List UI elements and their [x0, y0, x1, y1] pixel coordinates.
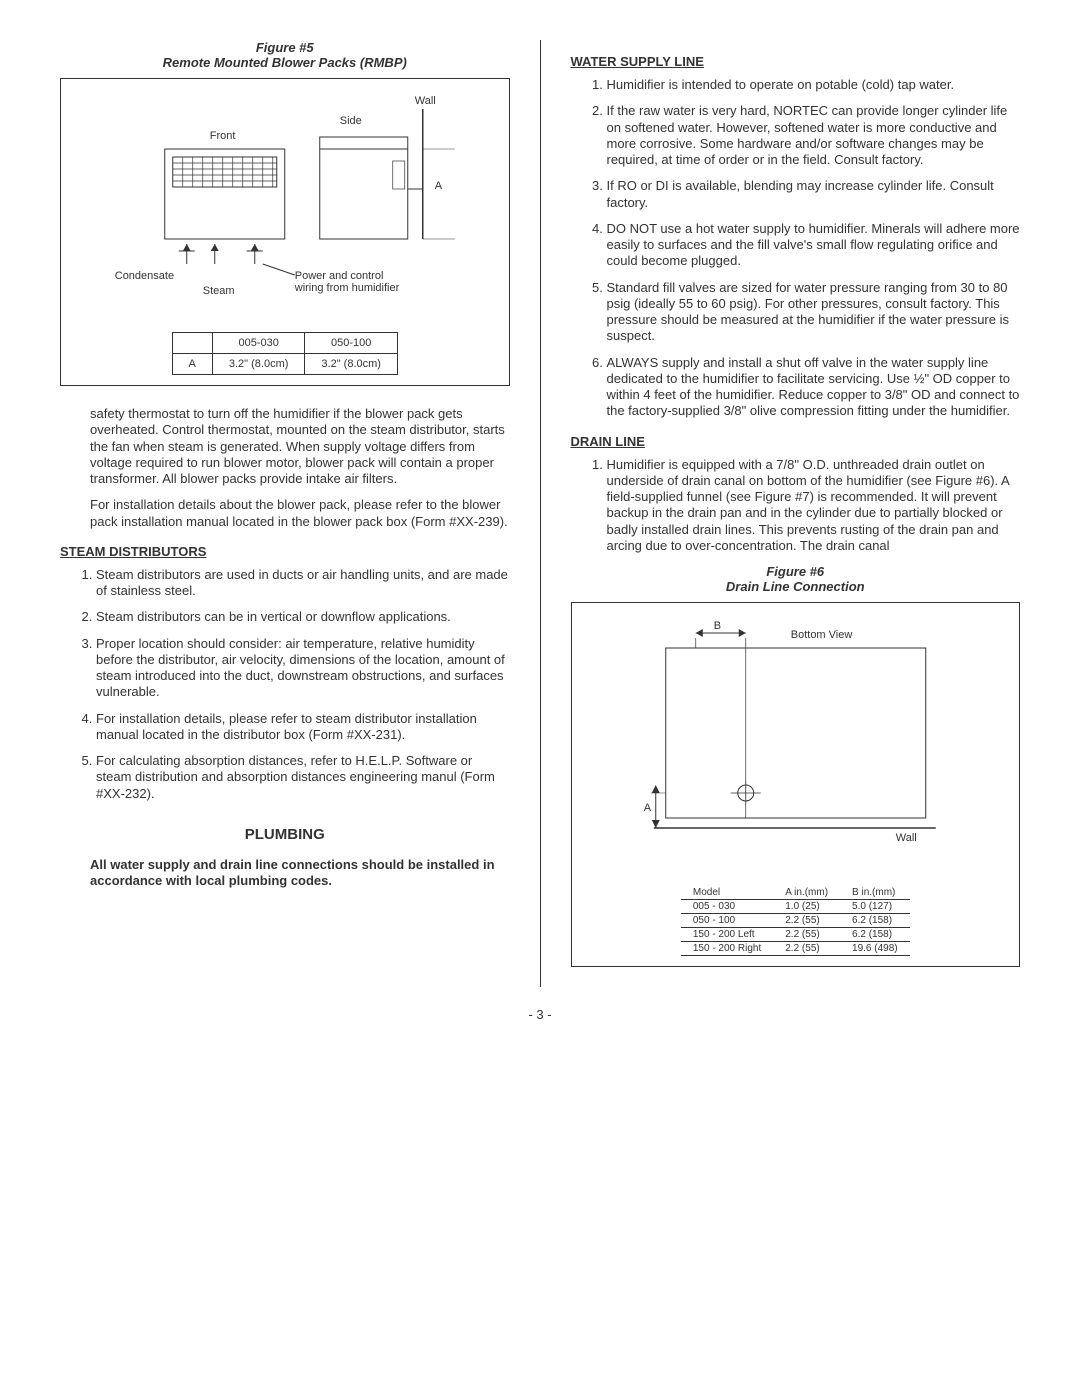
figure6-diagram: B Bottom View A Wall: [582, 613, 1010, 873]
f6-c: 2.2 (55): [773, 914, 840, 928]
steam-item: For calculating absorption distances, re…: [96, 753, 510, 802]
water-item: Standard fill valves are sized for water…: [607, 280, 1021, 345]
figure6-title-line1: Figure #6: [766, 564, 824, 579]
f5-r0c2: 3.2" (8.0cm): [305, 354, 398, 375]
condensate-label: Condensate: [115, 270, 174, 282]
drain-item: Humidifier is equipped with a 7/8" O.D. …: [607, 457, 1021, 555]
f6-c: 150 - 200 Right: [681, 942, 773, 956]
a-label: A: [435, 180, 443, 192]
water-item: Humidifier is intended to operate on pot…: [607, 77, 1021, 93]
f6-c: 6.2 (158): [840, 914, 910, 928]
f5-h2: 050-100: [305, 333, 398, 354]
page-number: - 3 -: [60, 1007, 1020, 1022]
wall-label-6: Wall: [895, 832, 916, 844]
plumbing-note: All water supply and drain line connecti…: [90, 857, 510, 890]
right-column: WATER SUPPLY LINE Humidifier is intended…: [571, 40, 1021, 987]
f6-c: 050 - 100: [681, 914, 773, 928]
b-label: B: [713, 620, 720, 632]
water-item: If the raw water is very hard, NORTEC ca…: [607, 103, 1021, 168]
steam-title: STEAM DISTRIBUTORS: [60, 544, 510, 559]
steam-item: For installation details, please refer t…: [96, 711, 510, 744]
f6-h0: Model: [681, 886, 773, 900]
drain-list: Humidifier is equipped with a 7/8" O.D. …: [589, 457, 1021, 555]
drain-title: DRAIN LINE: [571, 434, 1021, 449]
bottom-label: Bottom View: [790, 629, 852, 641]
water-list: Humidifier is intended to operate on pot…: [589, 77, 1021, 420]
figure5-title: Figure #5 Remote Mounted Blower Packs (R…: [60, 40, 510, 70]
f6-c: 5.0 (127): [840, 900, 910, 914]
f6-c: 1.0 (25): [773, 900, 840, 914]
f6-c: 005 - 030: [681, 900, 773, 914]
left-column: Figure #5 Remote Mounted Blower Packs (R…: [60, 40, 510, 987]
steam-list: Steam distributors are used in ducts or …: [78, 567, 510, 802]
steam-item: Steam distributors are used in ducts or …: [96, 567, 510, 600]
f6-h2: B in.(mm): [840, 886, 910, 900]
water-item: DO NOT use a hot water supply to humidif…: [607, 221, 1021, 270]
side-label: Side: [340, 115, 362, 127]
a-label-6: A: [643, 802, 651, 814]
steam-item: Proper location should consider: air tem…: [96, 636, 510, 701]
figure5-title-line2: Remote Mounted Blower Packs (RMBP): [163, 55, 407, 70]
f5-r0c0: A: [172, 354, 212, 375]
figure5-diagram: Wall Side Front: [71, 89, 499, 309]
power-label: Power and control: [295, 270, 384, 282]
f5-r0c1: 3.2" (8.0cm): [212, 354, 305, 375]
plumbing-title: PLUMBING: [60, 826, 510, 843]
figure5-box: Wall Side Front: [60, 78, 510, 386]
f6-h1: A in.(mm): [773, 886, 840, 900]
water-item: ALWAYS supply and install a shut off val…: [607, 355, 1021, 420]
left-body-2: For installation details about the blowe…: [90, 497, 510, 530]
page: Figure #5 Remote Mounted Blower Packs (R…: [60, 40, 1020, 987]
wiring-label: wiring from humidifier: [294, 282, 400, 294]
figure5-table: 005-030 050-100 A 3.2" (8.0cm) 3.2" (8.0…: [172, 332, 398, 375]
water-item: If RO or DI is available, blending may i…: [607, 178, 1021, 211]
figure6-title-line2: Drain Line Connection: [726, 579, 865, 594]
steam-item: Steam distributors can be in vertical or…: [96, 609, 510, 625]
f6-c: 150 - 200 Left: [681, 928, 773, 942]
f6-c: 6.2 (158): [840, 928, 910, 942]
figure6-title: Figure #6 Drain Line Connection: [571, 564, 1021, 594]
f5-h0: [172, 333, 212, 354]
figure5-title-line1: Figure #5: [256, 40, 314, 55]
water-title: WATER SUPPLY LINE: [571, 54, 1021, 69]
steam-label: Steam: [203, 285, 235, 297]
figure6-table: Model A in.(mm) B in.(mm) 005 - 030 1.0 …: [681, 886, 910, 956]
f6-c: 2.2 (55): [773, 928, 840, 942]
f6-c: 19.6 (498): [840, 942, 910, 956]
wall-label: Wall: [415, 95, 436, 107]
f6-c: 2.2 (55): [773, 942, 840, 956]
f5-h1: 005-030: [212, 333, 305, 354]
column-divider: [540, 40, 541, 987]
figure6-box: B Bottom View A Wall: [571, 602, 1021, 967]
front-label: Front: [210, 130, 236, 142]
left-body-1: safety thermostat to turn off the humidi…: [90, 406, 510, 487]
